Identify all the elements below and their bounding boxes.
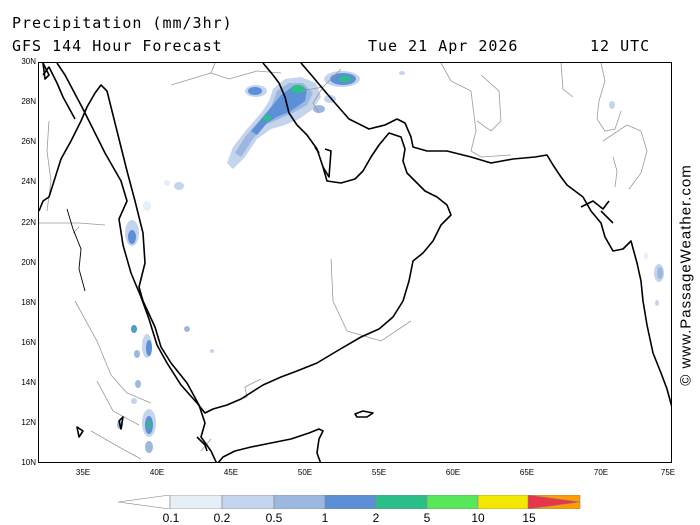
map-title: Precipitation (mm/3hr) <box>12 14 233 32</box>
credit-text: © www.PassageWeather.com <box>677 164 695 386</box>
lon-label: 50E <box>297 468 313 477</box>
coastlines <box>39 63 671 462</box>
precip-area <box>313 105 325 113</box>
nile-river <box>66 208 86 292</box>
lat-label: 30N <box>21 57 36 66</box>
precip-area <box>263 115 271 121</box>
precip-area <box>644 253 648 259</box>
precip-area <box>655 300 659 306</box>
precip-area <box>128 230 136 244</box>
colorbar-tick: 10 <box>471 511 485 525</box>
precip-area <box>184 326 190 332</box>
colorbar-cap-low <box>117 494 171 510</box>
lat-label: 28N <box>21 97 36 106</box>
lat-label: 18N <box>21 298 36 307</box>
precip-area <box>339 76 351 82</box>
lat-label: 24N <box>21 177 36 186</box>
colorbar-cap-high <box>527 494 581 510</box>
precip-area <box>174 182 184 190</box>
colorbar-tick: 15 <box>522 511 536 525</box>
precip-area <box>609 101 615 109</box>
lon-label: 35E <box>75 468 91 477</box>
precip-area <box>143 201 151 211</box>
lat-label: 14N <box>21 378 36 387</box>
lat-label: 10N <box>21 458 36 467</box>
lon-label: 55E <box>371 468 387 477</box>
colorbar-tick: 0.1 <box>162 511 180 525</box>
precip-area <box>147 421 151 429</box>
precip-area <box>135 380 141 388</box>
lat-label: 20N <box>21 258 36 267</box>
precip-area <box>131 398 137 404</box>
colorbar <box>117 494 584 513</box>
precipitation-map[interactable] <box>38 62 672 463</box>
lon-label: 40E <box>149 468 165 477</box>
lat-label: 12N <box>21 418 36 427</box>
colorbar-tick: 5 <box>423 511 431 525</box>
precip-area <box>251 85 307 135</box>
lat-label: 22N <box>21 218 36 227</box>
colorbar-tick: 1 <box>321 511 329 525</box>
lon-label: 45E <box>223 468 239 477</box>
lon-label: 70E <box>593 468 609 477</box>
lon-label: 75E <box>660 468 676 477</box>
map-canvas <box>39 63 671 462</box>
precip-area <box>146 340 152 356</box>
precip-area <box>657 267 663 279</box>
colorbar-tick: 2 <box>372 511 380 525</box>
colorbar-swatch <box>169 494 223 510</box>
precip-area <box>132 327 136 331</box>
colorbar-tick: 0.5 <box>265 511 283 525</box>
precip-area <box>291 85 305 93</box>
colorbar-swatch <box>273 494 326 510</box>
lon-label: 65E <box>519 468 535 477</box>
lon-label: 60E <box>445 468 461 477</box>
colorbar-swatch <box>375 494 428 510</box>
forecast-subtitle: GFS 144 Hour Forecast <box>12 37 223 55</box>
forecast-time: 12 UTC <box>590 37 651 55</box>
colorbar-swatch <box>426 494 479 510</box>
colorbar-swatch <box>324 494 377 510</box>
forecast-date: Tue 21 Apr 2026 <box>368 37 519 55</box>
precip-area <box>248 87 262 95</box>
precip-area <box>399 71 405 75</box>
colorbar-tick: 0.2 <box>213 511 231 525</box>
precip-area <box>145 441 153 453</box>
precipitation-areas <box>117 71 664 453</box>
precip-area <box>164 180 170 186</box>
lat-label: 26N <box>21 137 36 146</box>
colorbar-swatch <box>477 494 530 510</box>
precip-area <box>210 349 214 353</box>
lat-label: 16N <box>21 338 36 347</box>
colorbar-swatch <box>221 494 275 510</box>
country-borders <box>39 63 648 460</box>
precip-area <box>134 350 140 358</box>
